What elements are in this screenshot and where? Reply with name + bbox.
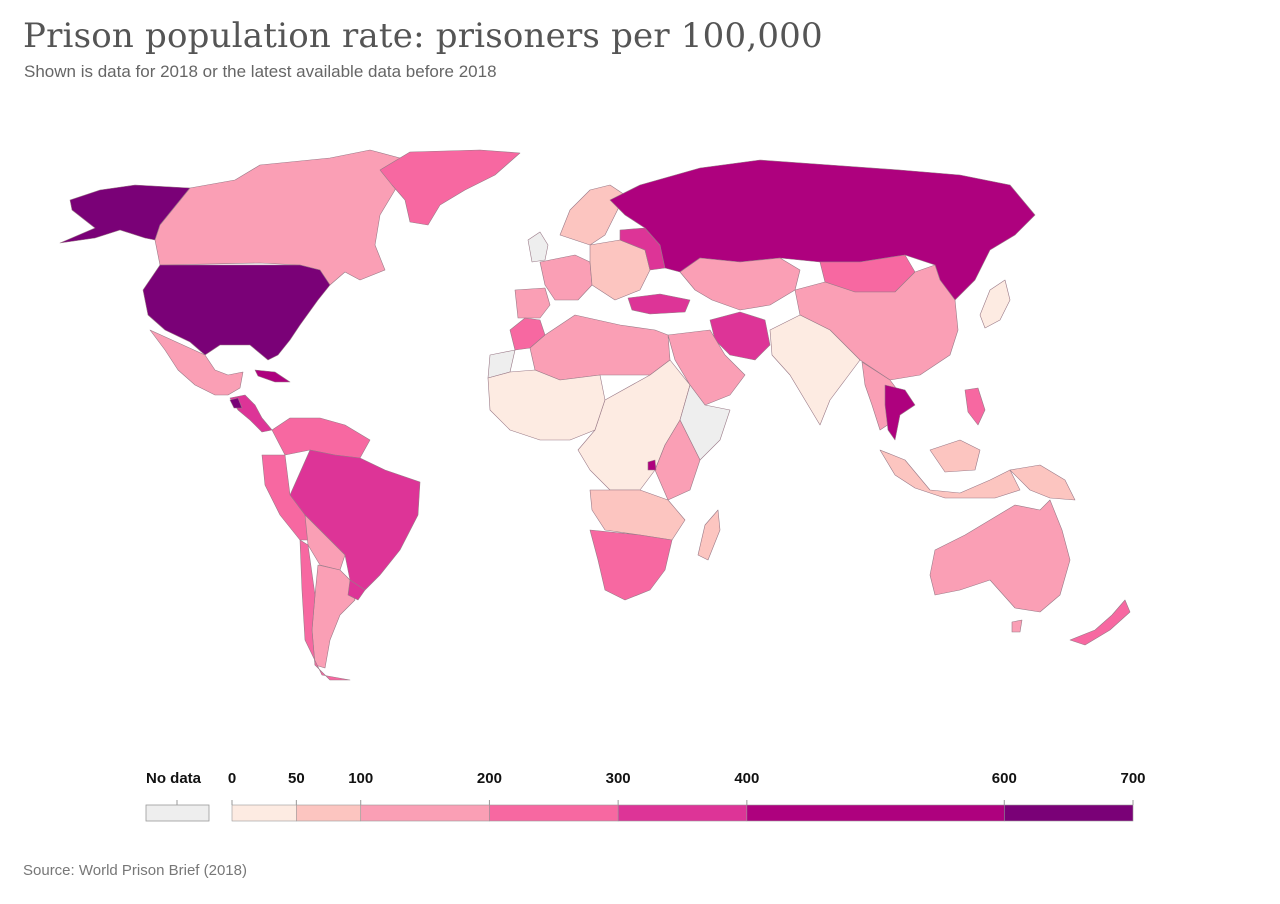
country-greenland[interactable] [379,149,521,226]
legend-bin-6[interactable] [1003,804,1134,822]
legend-tick-label: 50 [288,770,305,787]
legend-bin-5[interactable] [746,804,1005,822]
country-arabia[interactable] [667,329,746,406]
country-colombia-venezuela[interactable] [271,417,371,459]
country-thailand[interactable] [884,384,916,441]
legend-bin-4[interactable] [617,804,748,822]
legend-no-data-label: No data [146,770,202,787]
country-rwanda[interactable] [647,459,657,471]
country-australia[interactable] [929,499,1071,613]
world-map[interactable] [0,0,1280,760]
legend-tick-label: 0 [228,770,236,787]
country-papua[interactable] [1009,464,1076,501]
country-cuba[interactable] [254,369,291,383]
legend-no-data-swatch [145,804,210,822]
country-western-europe[interactable] [539,254,593,301]
legend-no-data: No data [145,770,210,822]
country-new-zealand[interactable] [1069,599,1131,646]
country-el-salvador[interactable] [229,397,243,409]
country-indonesia[interactable] [879,449,1021,499]
legend-tick-label: 700 [1120,770,1145,787]
country-japan[interactable] [979,279,1011,329]
legend-tick-label: 200 [477,770,502,787]
legend-scale: 0 50 100 200 300 400 600 700 [228,770,1146,822]
country-mexico[interactable] [149,329,244,396]
country-turkey[interactable] [627,293,691,315]
legend-tick-label: 300 [606,770,631,787]
legend-bin-2[interactable] [360,804,490,822]
country-uk[interactable] [527,231,549,263]
country-tasmania[interactable] [1011,619,1023,633]
chart-subtitle: Shown is data for 2018 or the latest ava… [24,62,497,81]
country-canada[interactable] [154,149,401,286]
legend-bin-1[interactable] [296,804,362,822]
legend-tick-label: 100 [348,770,373,787]
country-chile[interactable] [299,539,351,681]
chart-title: Prison population rate: prisoners per 10… [23,16,823,56]
legend-bin-3[interactable] [489,804,619,822]
country-uruguay[interactable] [347,579,366,601]
country-borneo[interactable] [929,439,981,473]
country-iberia[interactable] [514,287,551,319]
country-southern-africa[interactable] [589,529,673,601]
legend-bin-0[interactable] [231,804,297,822]
country-madagascar[interactable] [697,509,721,561]
legend-tick-label: 400 [734,770,759,787]
legend-tick-label: 600 [992,770,1017,787]
country-philippines[interactable] [964,387,986,426]
country-usa[interactable] [142,264,331,361]
source-note: Source: World Prison Brief (2018) [23,862,247,879]
country-india[interactable] [769,314,861,426]
country-east-africa[interactable] [654,419,701,501]
